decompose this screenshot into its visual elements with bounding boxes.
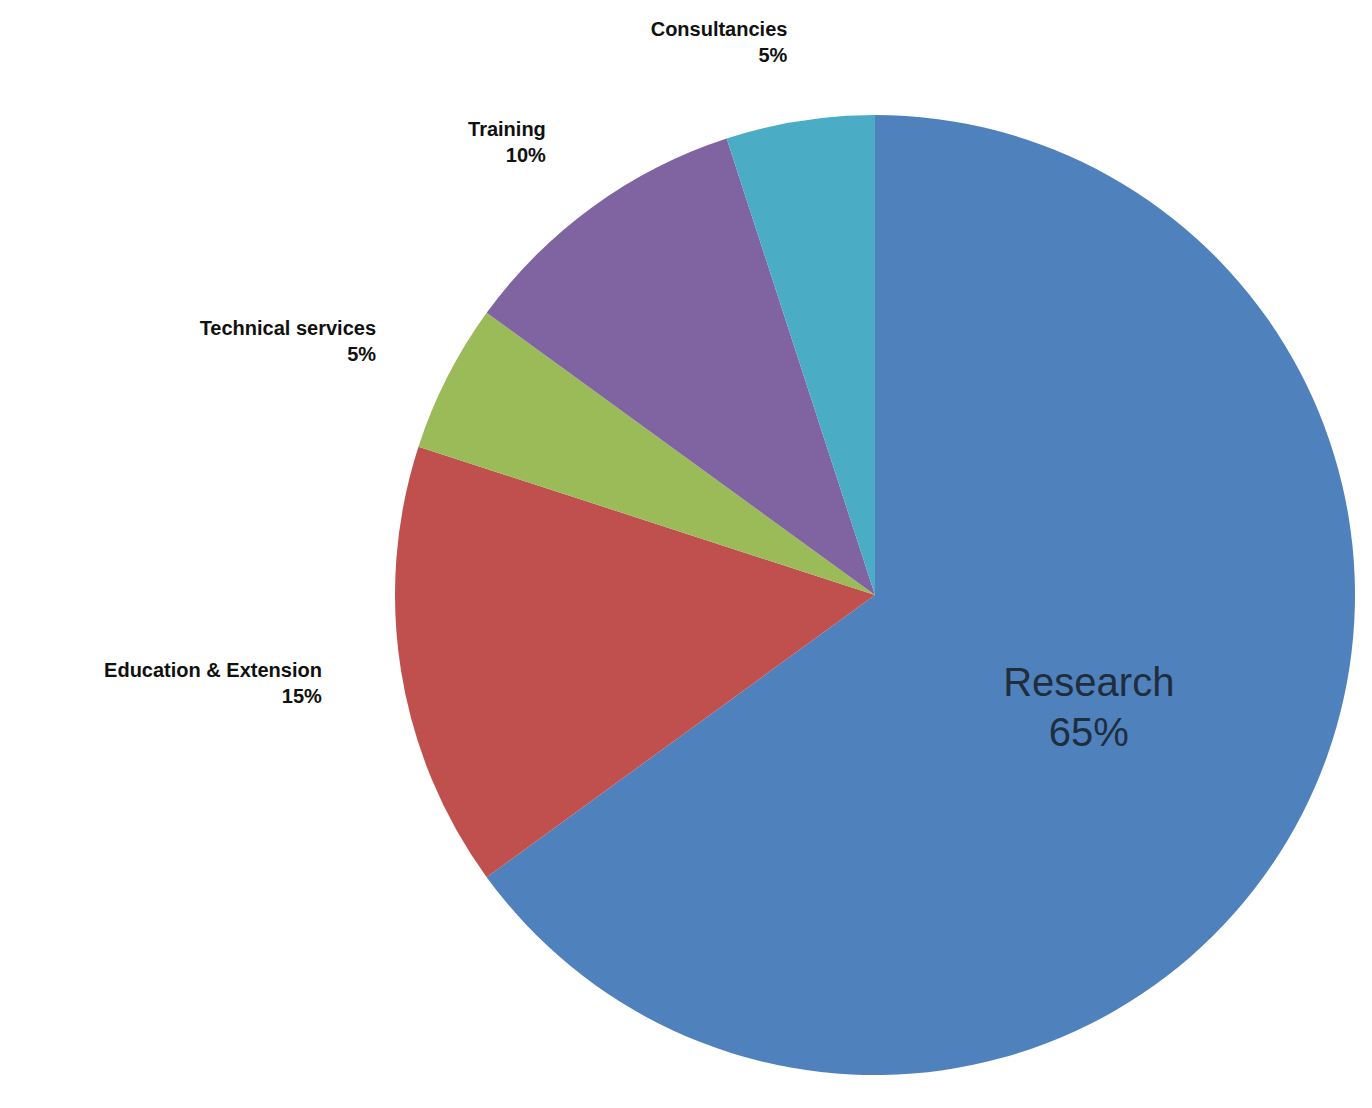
- svg-text:Consultancies5%: Consultancies5%: [651, 18, 788, 66]
- svg-text:Technical services5%: Technical services5%: [200, 317, 377, 365]
- svg-text:Research65%: Research65%: [1003, 660, 1174, 754]
- svg-text:Education & Extension15%: Education & Extension15%: [104, 659, 322, 707]
- svg-text:Training10%: Training10%: [468, 118, 546, 166]
